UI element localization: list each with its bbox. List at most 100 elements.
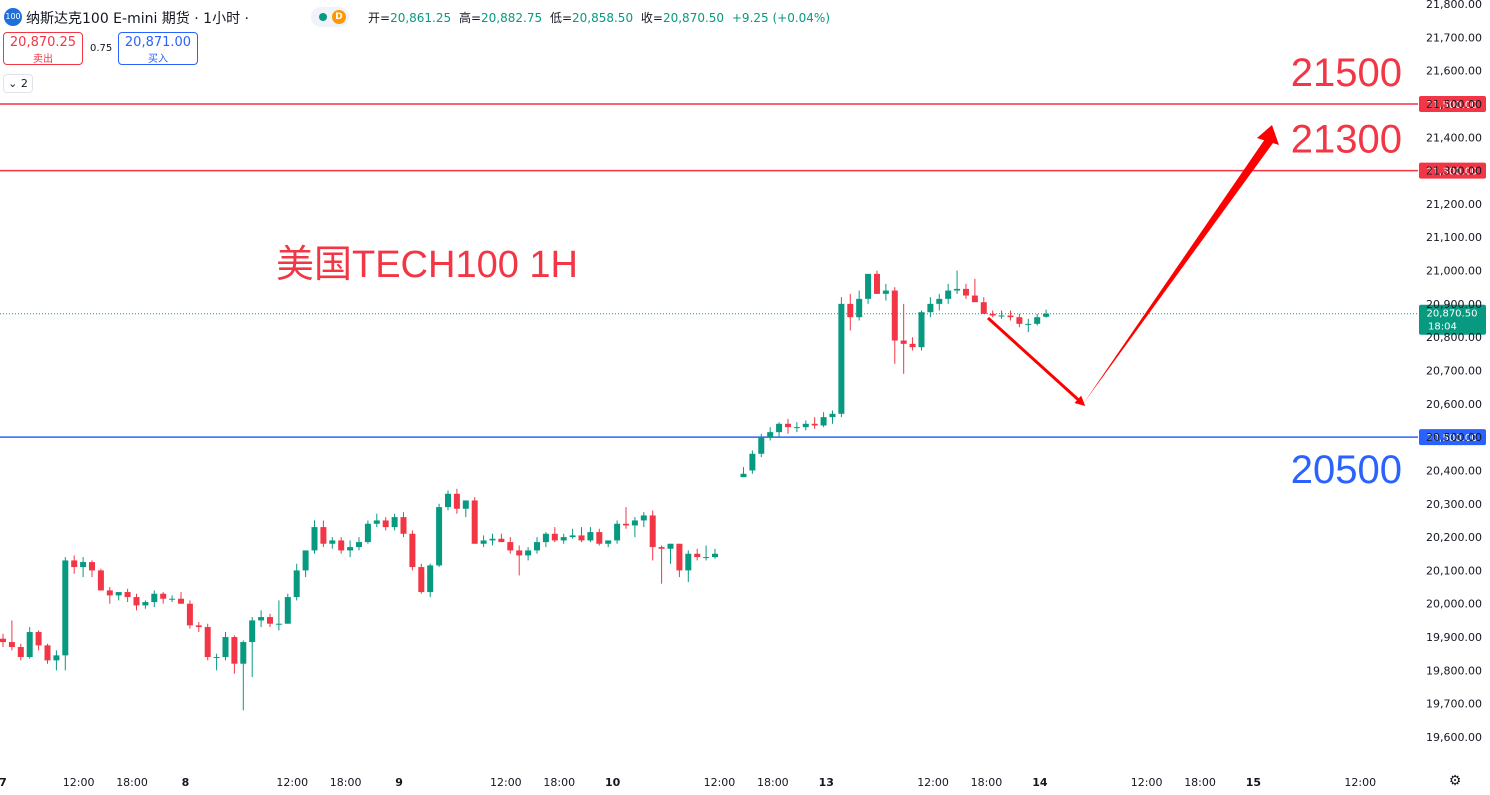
candle (329, 537, 336, 549)
candle-body (0, 638, 6, 643)
candle (820, 412, 827, 428)
candle (631, 517, 638, 538)
candle (587, 527, 594, 543)
level-annotation: 21300 (1291, 118, 1402, 162)
candle (373, 513, 380, 528)
forecast-arrow-down (986, 316, 1086, 407)
candle (847, 293, 854, 331)
candle-body (445, 493, 451, 508)
candle-body (578, 535, 585, 541)
level-lines: 21,500.00 21500 21,300.00 21300 20,500.00 205… (0, 51, 1486, 492)
candle (364, 520, 371, 544)
candle-body (195, 625, 202, 628)
candle-body (151, 593, 158, 603)
candle (945, 283, 952, 304)
candle-body (329, 540, 336, 544)
level-price-tag (1419, 429, 1486, 446)
candle (213, 653, 220, 671)
candle-body (767, 432, 774, 438)
price-axis[interactable]: 21,800.00 21,700.00 21,600.00 21,500.00 21,4… (1426, 0, 1482, 744)
candle (507, 537, 514, 554)
candle-body (80, 562, 87, 568)
candle (35, 630, 42, 651)
y-tick-label: 20,200.00 (1426, 531, 1482, 544)
candle (551, 527, 558, 543)
candle-body (838, 303, 845, 414)
y-tick-label: 19,900.00 (1426, 631, 1482, 644)
y-tick-label: 20,000.00 (1426, 598, 1482, 611)
sell-button[interactable]: 20,870.25 卖出 (3, 32, 83, 65)
candle (311, 520, 318, 554)
buy-button[interactable]: 20,871.00 买入 (118, 32, 198, 65)
candle (53, 650, 60, 671)
candle (44, 643, 51, 664)
time-axis[interactable]: 7 12:00 18:00 8 12:00 18:00 9 12:00 18:00 10 12:00… (0, 776, 1376, 789)
candle (900, 303, 907, 374)
candle-body (865, 273, 872, 299)
forecast-arrows (986, 125, 1279, 407)
candle-body (882, 290, 889, 294)
candle (204, 623, 211, 661)
candle-body (186, 603, 193, 626)
candle-body (115, 592, 122, 596)
forecast-arrow-up (1083, 139, 1273, 404)
last-price-label: 20,870.50 (1427, 309, 1478, 320)
candle (998, 310, 1005, 319)
gear-icon[interactable]: ⚙ (1448, 773, 1462, 789)
candle (320, 520, 327, 548)
candle (231, 635, 238, 674)
candle (284, 593, 291, 624)
candle (980, 297, 987, 314)
candle-body (587, 532, 594, 541)
close-value: 20,870.50 (662, 11, 725, 25)
candle-body (97, 570, 104, 591)
indicator-collapse-button[interactable]: ⌄ 2 (3, 74, 33, 93)
candle (436, 503, 443, 568)
level-annotation: 21500 (1291, 51, 1402, 95)
candle-body (820, 417, 827, 426)
candle (258, 610, 265, 628)
candle-body (649, 515, 656, 548)
candle-body (356, 542, 362, 548)
x-tick-label: 18:00 (330, 776, 362, 789)
candle-body (971, 295, 978, 303)
candle-body (507, 542, 514, 551)
y-tick-label: 20,300.00 (1426, 498, 1482, 511)
candle (811, 417, 818, 429)
candle-body (338, 540, 345, 551)
market-status[interactable]: D (311, 7, 349, 27)
y-tick-label: 21,500.00 (1426, 98, 1482, 111)
candle-body (1016, 317, 1023, 324)
candle-body (275, 623, 282, 625)
y-tick-label: 21,100.00 (1426, 231, 1482, 244)
candle-body (480, 540, 487, 544)
y-tick-label: 20,600.00 (1426, 398, 1482, 411)
candle (356, 537, 362, 551)
candle (142, 600, 149, 609)
candle-body (712, 553, 718, 558)
candle (115, 592, 122, 601)
symbol-title[interactable]: 纳斯达克100 E-mini 期货 · 1小时 · (26, 11, 249, 27)
candle-body (178, 598, 184, 604)
candle (338, 537, 345, 554)
candle-body (596, 532, 603, 544)
delayed-data-badge: D (332, 10, 346, 24)
x-tick-label: 8 (182, 776, 190, 789)
x-tick-label: 14 (1032, 776, 1048, 789)
level-price-label: 21,300.00 (1427, 167, 1478, 178)
candle (418, 563, 425, 594)
x-tick-label: 13 (819, 776, 834, 789)
candle-body (749, 453, 756, 471)
candle (453, 488, 460, 514)
y-tick-label: 20,900.00 (1426, 298, 1482, 311)
candle-body (427, 565, 434, 593)
candle-body (400, 517, 407, 534)
candle (382, 517, 389, 531)
change-value: +9.25 (+0.04%) (731, 11, 831, 25)
candle-body (453, 493, 460, 509)
candle (829, 410, 836, 424)
level-price-label: 20,500.00 (1427, 433, 1478, 444)
candle-body (954, 288, 961, 291)
candle-body (71, 560, 78, 568)
